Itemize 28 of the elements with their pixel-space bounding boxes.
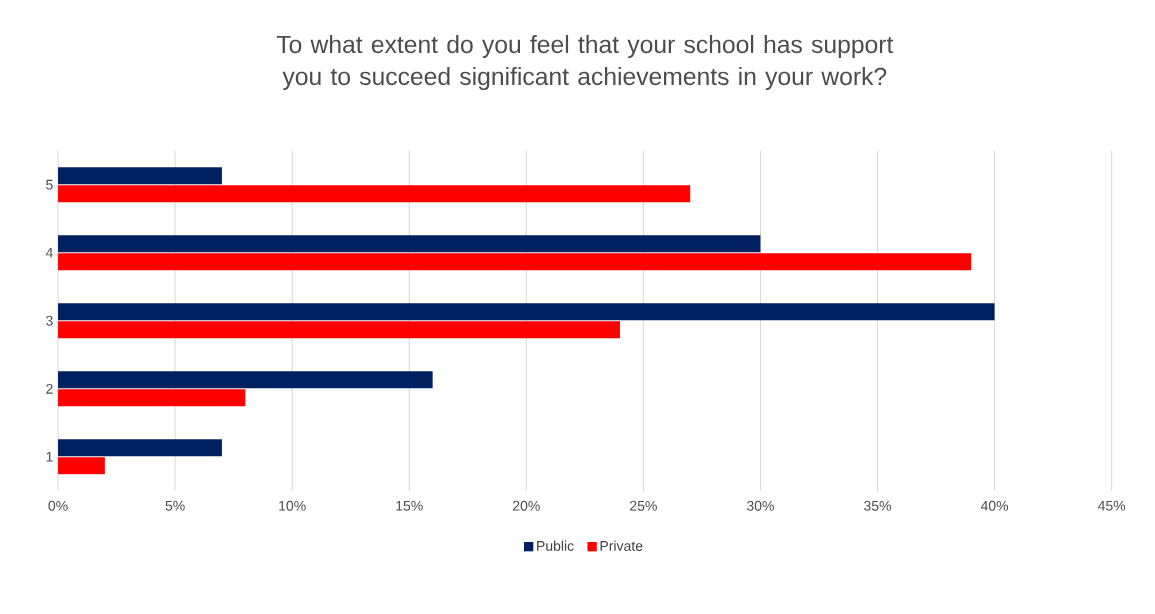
x-tick-label: 30% — [746, 501, 774, 512]
bar — [58, 389, 246, 407]
bar — [58, 253, 972, 271]
bar — [58, 439, 222, 457]
x-tick-label: 5% — [165, 501, 185, 511]
bar — [58, 303, 995, 321]
bar — [58, 457, 105, 475]
y-tick-label: 4 — [45, 248, 53, 258]
x-tick-label: 35% — [864, 501, 892, 512]
x-tick-label: 15% — [396, 501, 423, 511]
y-tick-label: 2 — [46, 384, 53, 394]
x-tick-label: 40% — [980, 501, 1009, 512]
bar — [58, 321, 620, 339]
x-tick-label: 10% — [279, 501, 306, 512]
chart-title: To what extent do you feel that your school has support you to succeed significant achievements in your work? — [276, 35, 894, 91]
x-tick-label: 0% — [48, 501, 68, 512]
legend-label: Public — [537, 540, 574, 552]
bar — [58, 167, 222, 185]
x-tick-label: 25% — [630, 501, 657, 512]
bar — [58, 235, 761, 253]
y-tick-label: 5 — [46, 180, 53, 190]
x-tick-label: 20% — [513, 501, 540, 512]
y-tick-label: 3 — [46, 316, 53, 326]
y-tick-label: 1 — [46, 452, 53, 462]
legend-label: Private — [600, 540, 643, 552]
bar — [58, 371, 433, 389]
x-tick-label: 45% — [1097, 501, 1126, 511]
bar — [58, 185, 691, 203]
